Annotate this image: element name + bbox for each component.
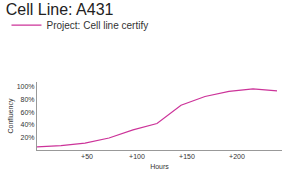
svg-text:Hours: Hours [150,163,169,170]
svg-text:Confluency: Confluency [7,98,15,134]
svg-text:+150: +150 [179,153,195,160]
svg-text:20%: 20% [21,134,35,141]
svg-text:80%: 80% [21,96,35,103]
svg-text:+50: +50 [81,153,93,160]
svg-text:40%: 40% [21,121,35,128]
svg-text:100%: 100% [17,83,35,90]
svg-text:+200: +200 [229,153,245,160]
svg-text:Cell Line: A431: Cell Line: A431 [6,1,114,18]
svg-text:+100: +100 [129,153,145,160]
svg-text:60%: 60% [21,109,35,116]
svg-text:Project: Cell line certify: Project: Cell line certify [46,20,148,31]
